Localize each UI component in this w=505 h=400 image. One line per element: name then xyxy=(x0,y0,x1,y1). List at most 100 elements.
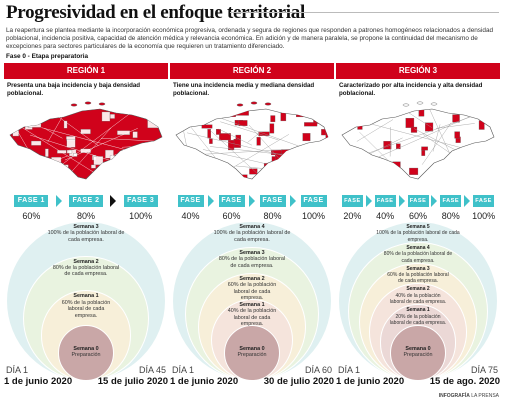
phase-percentage: 80% xyxy=(441,211,460,221)
week-title: Semana 2 xyxy=(406,286,430,293)
week-ring xyxy=(58,325,114,381)
phase-percentage: 80% xyxy=(76,211,95,221)
intro-paragraph: La reapertura se plantea mediante la inc… xyxy=(6,27,494,50)
phase-arrow-icon xyxy=(249,195,255,207)
page-title: Progresividad en el enfoque territorial xyxy=(6,2,305,23)
date-end: 15 de ago. 2020 xyxy=(429,376,500,387)
phase-arrow-icon xyxy=(290,195,296,207)
week-title: Semana 1 xyxy=(239,302,265,308)
phase-arrow-icon xyxy=(365,195,372,207)
week-label: Semana 5 100% de la población laboral de … xyxy=(374,224,462,243)
weeks-circles: Semana 5 100% de la población laboral de … xyxy=(336,221,500,383)
week-label: Semana 2 60% de la población laboral de c… xyxy=(222,276,282,302)
week-label: Semana 4 100% de la población laboral de … xyxy=(208,224,296,243)
region-header: REGIÓN 2 xyxy=(170,63,334,79)
week-title: Semana 1 xyxy=(406,307,430,314)
week-title: Semana 2 xyxy=(239,276,265,282)
phase-percentage: 20% xyxy=(343,211,362,221)
phase-chip: FASE 3 xyxy=(407,195,429,216)
credit-bold: INFOGRAFÍA xyxy=(438,393,470,399)
region-map xyxy=(336,97,500,187)
phase-percentage: 60% xyxy=(222,211,241,221)
week-title: Semana 2 xyxy=(73,258,99,265)
week-text: Preparación xyxy=(403,352,433,359)
phase-arrow-icon xyxy=(208,195,214,207)
week-label: Semana 3 100% de la población laboral de … xyxy=(42,224,130,243)
phase-chip: FASE 2 xyxy=(218,195,245,216)
week-text: 40% de la población laboral de cada empr… xyxy=(227,308,277,328)
phase-percentage: 40% xyxy=(181,211,200,221)
phase-percentage: 40% xyxy=(376,211,395,221)
region-header: REGIÓN 1 xyxy=(4,63,168,79)
phase-chip: FASE 3 xyxy=(123,195,158,207)
date-end: 15 de julio 2020 xyxy=(97,376,168,387)
week-label: Semana 4 80% de la población laboral de c… xyxy=(380,245,457,264)
phase-arrow-icon xyxy=(110,195,117,207)
week-text: 80% de la población laboral de cada empr… xyxy=(383,251,453,264)
day-start: DÍA 1 xyxy=(172,365,195,375)
region-description: Tiene una incidencia media y mediana den… xyxy=(173,82,315,97)
week-label: Semana 0 Preparación xyxy=(388,346,448,359)
honduras-map-icon xyxy=(175,101,329,180)
region-description: Caracterizado por alta incidencia y alta… xyxy=(339,82,483,97)
region-description: Presenta una baja incidencia y baja dens… xyxy=(7,82,141,97)
week-label: Semana 0 Preparación xyxy=(222,346,282,359)
weeks-circles: Semana 3 100% de la población laboral de … xyxy=(4,221,168,383)
week-text: 100% de la población laboral de cada emp… xyxy=(376,230,460,243)
week-title: Semana 3 xyxy=(406,265,430,272)
week-label: Semana 1 20% de la población laboral de c… xyxy=(388,307,448,326)
day-start: DÍA 1 xyxy=(338,365,361,375)
phase-chip: FASE 5 xyxy=(473,195,495,216)
weeks-circles: Semana 4 100% de la población laboral de … xyxy=(170,221,334,383)
week-label: Semana 2 80% de la población laboral de c… xyxy=(52,259,121,278)
phase-percentage: 100% xyxy=(129,211,153,221)
week-title: Semana 0 xyxy=(239,346,265,352)
phase-chip: FASE 2 xyxy=(69,195,103,207)
day-end: DÍA 60 xyxy=(304,365,332,375)
week-text: 60% de la población laboral de cada empr… xyxy=(61,299,111,319)
phase-chip: FASE 2 xyxy=(374,195,396,216)
week-label: Semana 1 60% de la población laboral de c… xyxy=(56,293,116,319)
phase-zero-label: Fase 0 - Etapa preparatoria xyxy=(6,53,89,60)
week-text: 60% de la población laboral de cada empr… xyxy=(227,282,277,302)
date-start: 1 de junio 2020 xyxy=(4,376,73,387)
title-divider xyxy=(230,12,499,13)
week-title: Semana 4 xyxy=(406,244,430,251)
week-title: Semana 4 xyxy=(239,224,265,230)
phase-percentage: 100% xyxy=(301,211,326,221)
week-title: Semana 1 xyxy=(73,293,99,300)
week-label: Semana 0 Preparación xyxy=(56,346,116,359)
region-map xyxy=(170,97,334,187)
week-ring xyxy=(224,325,280,381)
week-label: Semana 3 60% de la población laboral de c… xyxy=(385,266,450,285)
week-title: Semana 3 xyxy=(73,224,99,230)
date-start: 1 de junio 2020 xyxy=(336,376,405,387)
week-title: Semana 0 xyxy=(73,346,99,352)
week-title: Semana 5 xyxy=(406,224,430,230)
phase-percentage: 60% xyxy=(408,211,427,221)
week-text: 80% de la población laboral de cada empr… xyxy=(218,256,286,269)
phase-chip: FASE 1 xyxy=(177,195,204,216)
credit-line: INFOGRAFÍA LA PRENSA xyxy=(439,393,499,399)
week-text: 80% de la población laboral de cada empr… xyxy=(52,265,120,278)
week-label: Semana 1 40% de la población laboral de c… xyxy=(222,302,282,328)
honduras-map-icon xyxy=(341,101,495,180)
phase-chip: FASE 1 xyxy=(341,195,363,216)
week-text: Preparación xyxy=(237,352,267,359)
region-header: REGIÓN 3 xyxy=(336,63,500,79)
phase-percentage: 80% xyxy=(263,211,282,221)
week-label: Semana 2 40% de la población laboral de c… xyxy=(388,286,448,305)
credit-rest: LA PRENSA xyxy=(469,393,499,399)
phase-timeline: FASE 1 60% FASE 2 80% FASE 3 100% xyxy=(4,192,168,228)
day-start: DÍA 1 xyxy=(6,365,29,375)
phase-chip: FASE 1 xyxy=(14,195,49,207)
region-column-3: REGIÓN 3 Caracterizado por alta incidenci… xyxy=(336,63,500,393)
week-text: 100% de la población laboral de cada emp… xyxy=(47,230,125,243)
week-text: Preparación xyxy=(71,352,101,359)
region-column-1: REGIÓN 1 Presenta una baja incidencia y b… xyxy=(4,63,168,393)
phase-arrow-icon xyxy=(431,195,438,207)
honduras-map-icon xyxy=(9,101,163,180)
week-ring xyxy=(390,325,446,381)
week-title: Semana 3 xyxy=(239,250,265,256)
phase-arrow-icon xyxy=(398,195,405,207)
